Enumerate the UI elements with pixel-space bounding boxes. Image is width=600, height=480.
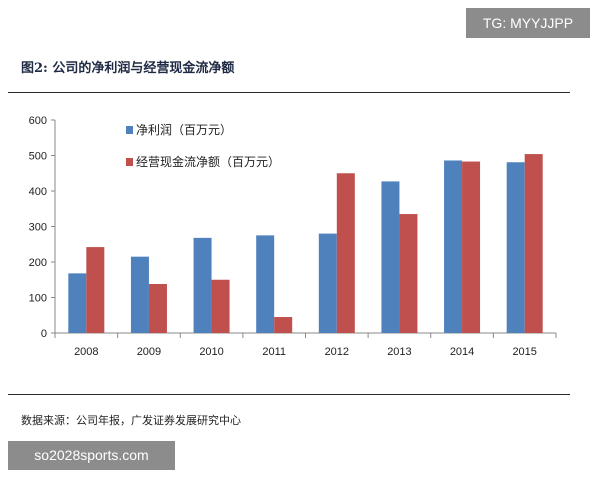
bar-net-profit bbox=[318, 233, 337, 333]
y-tick-label: 0 bbox=[41, 328, 47, 340]
x-tick-label: 2010 bbox=[199, 346, 223, 358]
bottom-divider bbox=[8, 394, 570, 395]
legend-swatch bbox=[126, 158, 133, 166]
watermark-top: TG: MYYJJPP bbox=[466, 8, 590, 38]
bar-operating-cash-flow bbox=[86, 247, 105, 333]
bar-net-profit bbox=[68, 273, 87, 333]
bar-net-profit bbox=[256, 235, 275, 333]
legend-label: 净利润（百万元） bbox=[136, 123, 232, 137]
y-tick-label: 500 bbox=[29, 151, 47, 163]
y-tick-label: 400 bbox=[29, 186, 47, 198]
y-tick-label: 600 bbox=[29, 115, 47, 127]
x-tick-label: 2012 bbox=[325, 346, 349, 358]
source-note: 数据来源：公司年报，广发证券发展研究中心 bbox=[21, 414, 241, 427]
x-tick-label: 2014 bbox=[450, 346, 474, 358]
bar-operating-cash-flow bbox=[524, 154, 543, 333]
bar-net-profit bbox=[130, 256, 149, 333]
bar-operating-cash-flow bbox=[148, 284, 167, 333]
top-divider bbox=[8, 92, 570, 93]
bar-operating-cash-flow bbox=[399, 214, 418, 333]
bar-net-profit bbox=[381, 181, 400, 333]
x-tick-label: 2009 bbox=[137, 346, 161, 358]
watermark-bottom: so2028sports.com bbox=[8, 441, 175, 470]
bar-operating-cash-flow bbox=[211, 279, 230, 333]
legend-label: 经营现金流净额（百万元） bbox=[136, 154, 280, 169]
legend-swatch bbox=[126, 126, 133, 134]
bar-operating-cash-flow bbox=[336, 173, 355, 333]
bar-operating-cash-flow bbox=[462, 161, 481, 333]
bar-net-profit bbox=[193, 237, 212, 333]
y-tick-label: 300 bbox=[29, 222, 47, 234]
x-tick-label: 2013 bbox=[387, 346, 411, 358]
x-tick-label: 2011 bbox=[262, 346, 286, 358]
bar-net-profit bbox=[444, 160, 463, 333]
y-tick-label: 100 bbox=[29, 293, 47, 305]
x-tick-label: 2015 bbox=[512, 346, 536, 358]
figure-title: 图2: 公司的净利润与经营现金流净额 bbox=[21, 61, 235, 76]
y-tick-label: 200 bbox=[29, 257, 47, 269]
bar-net-profit bbox=[506, 162, 525, 333]
bar-operating-cash-flow bbox=[274, 317, 293, 333]
x-tick-label: 2008 bbox=[74, 346, 98, 358]
bar-chart: 0 100 200 300 400 500 600 2008 2009 2010 2011 2012 2… bbox=[29, 115, 557, 358]
